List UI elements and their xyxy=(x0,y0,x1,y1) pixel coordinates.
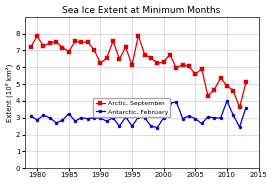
Arctic, September xyxy=(156,62,159,64)
Antarctic, February xyxy=(73,120,77,122)
Antarctic, February xyxy=(93,117,96,119)
Antarctic, February xyxy=(111,117,115,119)
Antarctic, February xyxy=(225,100,229,102)
Antarctic, February xyxy=(156,126,159,129)
Antarctic, February xyxy=(42,114,45,116)
Arctic, September xyxy=(225,85,229,87)
Antarctic, February xyxy=(238,126,241,128)
Antarctic, February xyxy=(48,117,51,119)
Arctic, September xyxy=(175,67,178,69)
Arctic, September xyxy=(86,41,89,43)
Arctic, September xyxy=(200,68,203,70)
Antarctic, February xyxy=(35,119,39,121)
Arctic, September xyxy=(238,106,241,109)
Arctic, September xyxy=(213,89,216,91)
Arctic, September xyxy=(99,62,102,64)
Antarctic, February xyxy=(232,114,235,116)
Antarctic, February xyxy=(149,125,153,127)
Antarctic, February xyxy=(213,117,216,119)
Arctic, September xyxy=(219,77,222,79)
Antarctic, February xyxy=(194,118,197,120)
Antarctic, February xyxy=(137,116,140,118)
Arctic, September xyxy=(162,61,165,63)
Arctic, September xyxy=(105,57,108,59)
Antarctic, February xyxy=(124,116,127,118)
Antarctic, February xyxy=(181,118,184,120)
Antarctic, February xyxy=(143,117,146,119)
Antarctic, February xyxy=(67,112,70,115)
Line: Antarctic, February: Antarctic, February xyxy=(29,99,247,129)
Arctic, September xyxy=(181,64,184,66)
Antarctic, February xyxy=(162,117,165,119)
Antarctic, February xyxy=(175,101,178,103)
Antarctic, February xyxy=(244,107,248,109)
Antarctic, February xyxy=(206,116,210,118)
Arctic, September xyxy=(67,50,70,53)
Legend: Arctic, September, Antarctic, February: Arctic, September, Antarctic, February xyxy=(93,98,170,117)
Arctic, September xyxy=(187,65,191,68)
Arctic, September xyxy=(80,41,83,43)
Antarctic, February xyxy=(55,122,58,124)
Arctic, September xyxy=(35,35,39,37)
Arctic, September xyxy=(93,49,96,51)
Antarctic, February xyxy=(168,102,172,105)
Arctic, September xyxy=(206,95,210,97)
Y-axis label: Extent (10⁶ km²): Extent (10⁶ km²) xyxy=(5,63,13,122)
Arctic, September xyxy=(130,64,134,66)
Arctic, September xyxy=(118,58,121,60)
Arctic, September xyxy=(232,90,235,92)
Antarctic, February xyxy=(118,125,121,127)
Arctic, September xyxy=(111,40,115,42)
Arctic, September xyxy=(149,57,153,59)
Title: Sea Ice Extent at Minimum Months: Sea Ice Extent at Minimum Months xyxy=(63,6,221,15)
Antarctic, February xyxy=(130,125,134,127)
Arctic, September xyxy=(194,73,197,76)
Arctic, September xyxy=(48,42,51,44)
Antarctic, February xyxy=(61,119,64,121)
Arctic, September xyxy=(42,45,45,47)
Antarctic, February xyxy=(200,122,203,125)
Antarctic, February xyxy=(80,117,83,119)
Antarctic, February xyxy=(86,118,89,120)
Arctic, September xyxy=(168,54,172,56)
Arctic, September xyxy=(73,40,77,42)
Antarctic, February xyxy=(219,117,222,119)
Arctic, September xyxy=(29,46,32,48)
Arctic, September xyxy=(143,54,146,56)
Arctic, September xyxy=(244,81,248,84)
Line: Arctic, September: Arctic, September xyxy=(29,34,247,109)
Antarctic, February xyxy=(99,117,102,119)
Arctic, September xyxy=(124,46,127,48)
Arctic, September xyxy=(137,34,140,37)
Arctic, September xyxy=(61,46,64,49)
Arctic, September xyxy=(55,40,58,43)
Antarctic, February xyxy=(29,115,32,117)
Antarctic, February xyxy=(187,115,191,117)
Antarctic, February xyxy=(105,120,108,122)
